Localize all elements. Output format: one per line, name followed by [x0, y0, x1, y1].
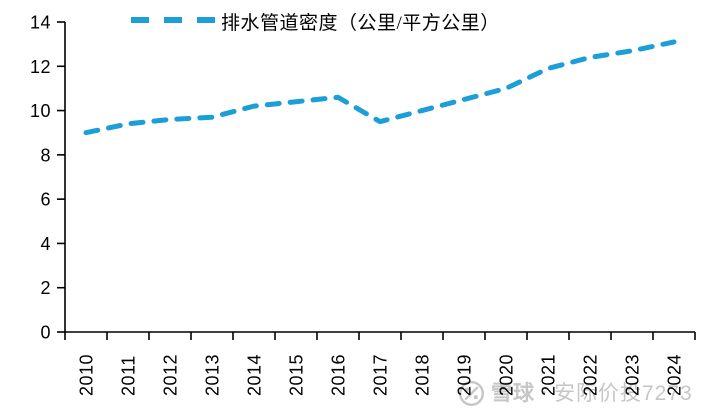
x-tick-label: 2010 [77, 354, 97, 396]
y-tick-label: 2 [40, 278, 51, 298]
legend-dash-marker [130, 12, 216, 30]
x-tick-label: 2016 [329, 354, 349, 396]
x-tick-label: 2018 [413, 354, 433, 396]
x-tick-label: 2023 [623, 354, 643, 396]
x-tick-label: 2015 [287, 354, 307, 396]
x-tick-label: 2020 [497, 354, 517, 396]
y-tick-label: 12 [30, 57, 51, 77]
y-tick-label: 8 [40, 145, 51, 165]
xueqiu-logo-icon [458, 380, 485, 407]
y-tick-label: 6 [40, 190, 51, 210]
watermark: 雪球 · 安际价投7273 [458, 380, 693, 407]
x-tick-label: 2013 [203, 354, 223, 396]
y-tick-label: 0 [40, 323, 51, 343]
data-series-line [83, 39, 677, 136]
y-tick-label: 14 [30, 13, 51, 33]
watermark-username: 安际价投7273 [554, 382, 693, 405]
x-tick-label: 2011 [119, 355, 139, 396]
watermark-brand: 雪球 [491, 382, 535, 405]
x-tick-label: 2021 [539, 354, 559, 396]
axis-lines [64, 22, 695, 333]
x-tick-label: 2022 [581, 354, 601, 396]
x-tick-label: 2012 [161, 354, 181, 396]
watermark-separator: · [541, 382, 548, 405]
y-tick-label: 4 [40, 234, 51, 254]
chart-legend: 排水管道密度（公里/平方公里） [130, 9, 500, 34]
x-tick-label: 2017 [371, 354, 391, 396]
x-tick-label: 2019 [455, 354, 475, 396]
legend-label: 排水管道密度（公里/平方公里） [221, 12, 500, 34]
x-tick-label: 2014 [245, 354, 265, 396]
x-tick-label: 2024 [665, 354, 685, 396]
y-tick-label: 10 [30, 101, 51, 121]
